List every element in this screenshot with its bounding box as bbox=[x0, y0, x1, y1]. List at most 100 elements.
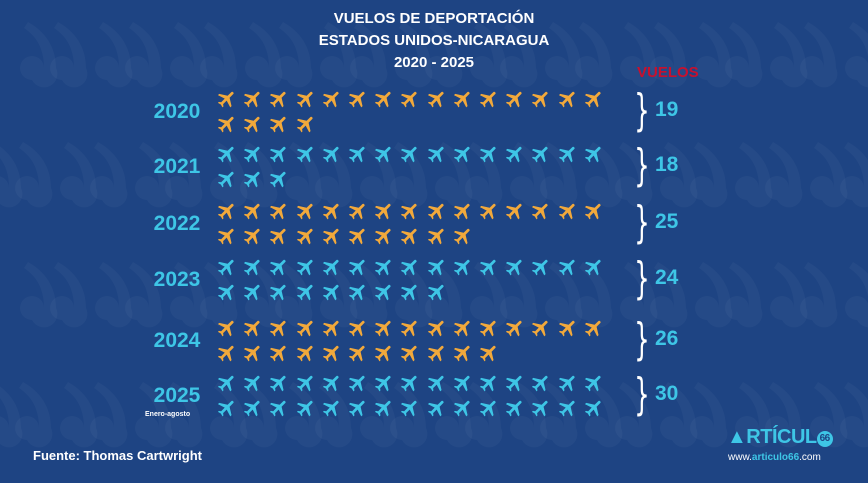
airplane-icon bbox=[242, 225, 264, 247]
airplane-icon bbox=[399, 225, 421, 247]
airplane-icon bbox=[321, 143, 343, 165]
airplane-icon bbox=[216, 113, 238, 135]
airplane-icon bbox=[583, 397, 605, 419]
airplane-icon bbox=[295, 88, 317, 110]
airplane-icon bbox=[399, 200, 421, 222]
airplane-icon bbox=[347, 143, 369, 165]
airplane-icon bbox=[216, 372, 238, 394]
airplane-icon bbox=[216, 317, 238, 339]
airplane-icon bbox=[216, 200, 238, 222]
airplane-icon bbox=[373, 225, 395, 247]
airplane-icon bbox=[399, 88, 421, 110]
airplane-icon bbox=[478, 372, 500, 394]
airplane-icon bbox=[373, 143, 395, 165]
airplane-icon bbox=[452, 143, 474, 165]
brace-icon: } bbox=[634, 369, 650, 420]
airplane-icon bbox=[557, 200, 579, 222]
airplane-icon bbox=[504, 200, 526, 222]
airplane-icon bbox=[268, 225, 290, 247]
airplane-icon bbox=[399, 143, 421, 165]
airplane-icon bbox=[583, 317, 605, 339]
airplane-icon bbox=[373, 200, 395, 222]
airplane-icon bbox=[242, 143, 264, 165]
airplane-icon bbox=[504, 143, 526, 165]
value-label: 26 bbox=[655, 327, 679, 350]
airplane-icon bbox=[242, 200, 264, 222]
airplane-icon bbox=[321, 317, 343, 339]
airplane-icon bbox=[504, 88, 526, 110]
airplane-icon bbox=[373, 281, 395, 303]
quote-mark-shape bbox=[0, 382, 52, 447]
airplane-icon bbox=[530, 317, 552, 339]
category-label: 2025 bbox=[153, 384, 201, 407]
quote-mark-shape bbox=[735, 142, 802, 207]
airplane-icon bbox=[557, 143, 579, 165]
airplane-icon bbox=[216, 256, 238, 278]
quote-mark-shape bbox=[695, 262, 762, 327]
airplane-icon bbox=[268, 143, 290, 165]
airplane-icon bbox=[216, 342, 238, 364]
brace-icon: } bbox=[634, 314, 650, 365]
airplane-icon bbox=[478, 88, 500, 110]
airplane-icon bbox=[557, 317, 579, 339]
category-label: 2020 bbox=[153, 100, 201, 123]
chart-title-line1: VUELOS DE DEPORTACIÓN bbox=[333, 10, 535, 27]
airplane-icon bbox=[530, 372, 552, 394]
airplane-icon bbox=[321, 225, 343, 247]
category-label: 2024 bbox=[153, 329, 201, 352]
airplane-icon bbox=[478, 200, 500, 222]
airplane-icon bbox=[216, 88, 238, 110]
brand-logo: ▲RTÍCUL 66 bbox=[727, 426, 833, 448]
category-label: 2021 bbox=[153, 155, 201, 178]
brand-url: www.articulo66.com bbox=[728, 452, 821, 463]
airplane-icon bbox=[452, 317, 474, 339]
airplane-icon bbox=[216, 143, 238, 165]
airplane-icon bbox=[295, 143, 317, 165]
airplane-icon bbox=[268, 397, 290, 419]
brace-icon: } bbox=[634, 253, 650, 304]
airplane-icon bbox=[426, 256, 448, 278]
airplane-icon bbox=[268, 317, 290, 339]
airplane-icon bbox=[321, 281, 343, 303]
airplane-icon bbox=[399, 281, 421, 303]
quote-mark-shape bbox=[60, 382, 127, 447]
airplane-icon bbox=[295, 372, 317, 394]
airplane-icon bbox=[216, 397, 238, 419]
airplane-icon bbox=[321, 88, 343, 110]
airplane-icon bbox=[478, 397, 500, 419]
airplane-icon bbox=[583, 372, 605, 394]
airplane-icon bbox=[399, 317, 421, 339]
airplane-icon bbox=[216, 168, 238, 190]
airplane-icon bbox=[399, 372, 421, 394]
airplane-icon bbox=[321, 397, 343, 419]
airplane-icon bbox=[557, 88, 579, 110]
airplane-icon bbox=[347, 342, 369, 364]
airplane-icon bbox=[295, 256, 317, 278]
airplane-icon bbox=[373, 88, 395, 110]
airplane-icon bbox=[452, 397, 474, 419]
airplane-icon bbox=[452, 342, 474, 364]
airplane-icon bbox=[426, 342, 448, 364]
airplane-icon bbox=[399, 256, 421, 278]
airplane-icon bbox=[557, 397, 579, 419]
airplane-icon bbox=[321, 342, 343, 364]
airplane-icon bbox=[295, 281, 317, 303]
airplane-icon bbox=[530, 88, 552, 110]
airplane-icon bbox=[268, 88, 290, 110]
quote-mark-shape bbox=[845, 262, 868, 327]
airplane-icon bbox=[347, 317, 369, 339]
airplane-icon bbox=[478, 143, 500, 165]
quote-mark-shape bbox=[0, 142, 52, 207]
airplane-icon bbox=[504, 317, 526, 339]
brace-icon: } bbox=[634, 140, 650, 191]
airplane-icon bbox=[373, 317, 395, 339]
airplane-icon bbox=[373, 342, 395, 364]
airplane-icon bbox=[426, 200, 448, 222]
airplane-icon bbox=[426, 397, 448, 419]
category-label: 2022 bbox=[153, 212, 201, 235]
airplane-icon bbox=[530, 397, 552, 419]
airplane-icon bbox=[347, 88, 369, 110]
airplane-icon bbox=[373, 256, 395, 278]
airplane-icon bbox=[504, 256, 526, 278]
airplane-icon bbox=[242, 168, 264, 190]
